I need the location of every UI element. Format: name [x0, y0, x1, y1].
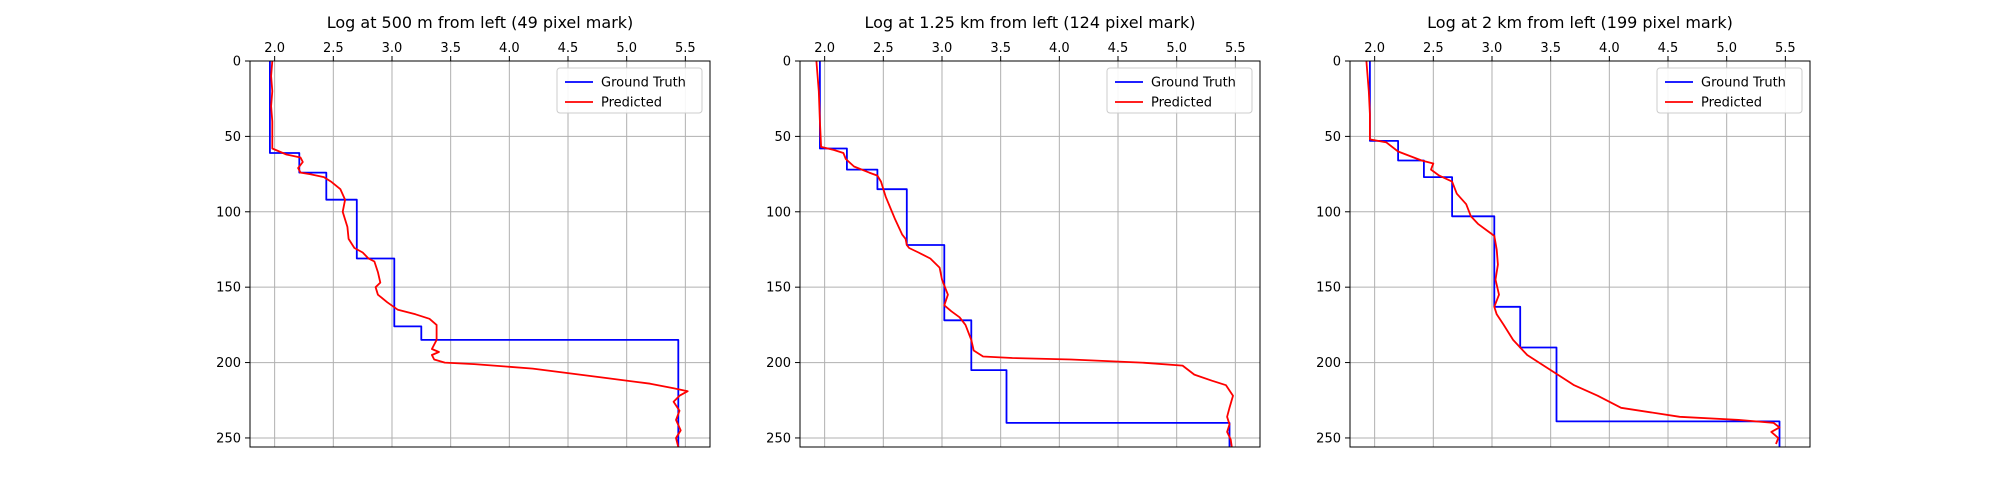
panel-2-x-tick-label: 4.5	[1108, 41, 1129, 56]
panel-2-y-tick-label: 0	[783, 55, 791, 70]
panel-3-series-predicted-line	[1365, 61, 1781, 445]
panel-2-x-tick-label: 3.0	[932, 41, 953, 56]
panel-1-x-tick-label: 2.0	[264, 41, 285, 56]
panel-2-title: Log at 1.25 km from left (124 pixel mark…	[864, 13, 1195, 32]
panel-2-x-tick-label: 2.0	[814, 41, 835, 56]
panel-1-plot-frame	[249, 60, 711, 448]
panel-3-x-tick-label: 4.5	[1658, 41, 1679, 56]
panel-1-y-tick-label: 250	[216, 431, 241, 446]
panel-1-legend-label: Predicted	[601, 96, 662, 111]
panel-2-y-tick-label: 50	[774, 130, 791, 145]
panel-1-x-tick-label: 2.5	[323, 41, 344, 56]
panel-1-y-tick-label: 100	[216, 205, 241, 220]
panel-1-title: Log at 500 m from left (49 pixel mark)	[327, 13, 634, 32]
panel-1-x-tick-label: 3.5	[440, 41, 461, 56]
panel-3: Log at 2 km from left (199 pixel mark) 2…	[1316, 13, 1811, 448]
panel-3-legend: Ground Truth Predicted	[1656, 67, 1803, 114]
panel-1-y-tick-label: 150	[216, 281, 241, 296]
panel-3-y-tick-label: 150	[1316, 281, 1341, 296]
panel-2-y-tick-label: 200	[766, 356, 791, 371]
panel-3-y-tick-label: 250	[1316, 431, 1341, 446]
panel-1-x-tick-label: 5.5	[675, 41, 696, 56]
panel-3-x-tick-label: 5.5	[1775, 41, 1796, 56]
panel-3-y-tick-label: 100	[1316, 205, 1341, 220]
panel-3-y-tick-label: 0	[1333, 55, 1341, 70]
panel-3-x-tick-label: 3.5	[1540, 41, 1561, 56]
panel-2-y-tick-label: 150	[766, 281, 791, 296]
panel-1-x-tick-label: 4.0	[499, 41, 520, 56]
panel-2-legend-label: Ground Truth	[1151, 76, 1236, 91]
panel-3-x-tick-label: 3.0	[1482, 41, 1503, 56]
panel-3-plot-frame	[1349, 60, 1811, 448]
panel-2-y-tick-label: 250	[766, 431, 791, 446]
panel-2-plot-frame	[799, 60, 1261, 448]
panel-2-legend-box	[1106, 67, 1253, 114]
panel-3-legend-label: Predicted	[1701, 96, 1762, 111]
panel-3-legend-box	[1656, 67, 1803, 114]
panel-1-x-tick-label: 3.0	[382, 41, 403, 56]
panel-2-x-tick-label: 5.0	[1166, 41, 1187, 56]
panel-1-legend-label: Ground Truth	[601, 76, 686, 91]
panel-1-legend-box	[556, 67, 703, 114]
panel-3-y-tick-label: 50	[1324, 130, 1341, 145]
panel-2-x-tick-label: 2.5	[873, 41, 894, 56]
panel-3-x-tick-label: 2.0	[1364, 41, 1385, 56]
panel-2-y-tick-label: 100	[766, 205, 791, 220]
panel-2: Log at 1.25 km from left (124 pixel mark…	[766, 13, 1261, 448]
panel-1-series-ground-truth-line	[268, 61, 680, 447]
panel-1-y-tick-label: 0	[233, 55, 241, 70]
panel-1-y-tick-label: 50	[224, 130, 241, 145]
panel-2-legend: Ground Truth Predicted	[1106, 67, 1253, 114]
panel-1-y-tick-label: 200	[216, 356, 241, 371]
panel-3-legend-label: Ground Truth	[1701, 76, 1786, 91]
panel-1: Log at 500 m from left (49 pixel mark) 2…	[216, 13, 711, 448]
panel-2-x-tick-label: 3.5	[990, 41, 1011, 56]
panel-1-x-tick-label: 4.5	[558, 41, 579, 56]
panel-3-x-tick-label: 5.0	[1716, 41, 1737, 56]
panel-3-y-tick-label: 200	[1316, 356, 1341, 371]
panel-1-legend: Ground Truth Predicted	[556, 67, 703, 114]
panel-2-legend-label: Predicted	[1151, 96, 1212, 111]
panel-1-x-tick-label: 5.0	[616, 41, 637, 56]
panel-3-x-tick-label: 2.5	[1423, 41, 1444, 56]
panel-3-x-tick-label: 4.0	[1599, 41, 1620, 56]
panel-2-x-tick-label: 4.0	[1049, 41, 1070, 56]
panel-2-x-tick-label: 5.5	[1225, 41, 1246, 56]
panel-1-series-predicted-line	[270, 61, 689, 447]
panel-3-title: Log at 2 km from left (199 pixel mark)	[1427, 13, 1733, 32]
panel-2-series-predicted-line	[815, 61, 1234, 447]
